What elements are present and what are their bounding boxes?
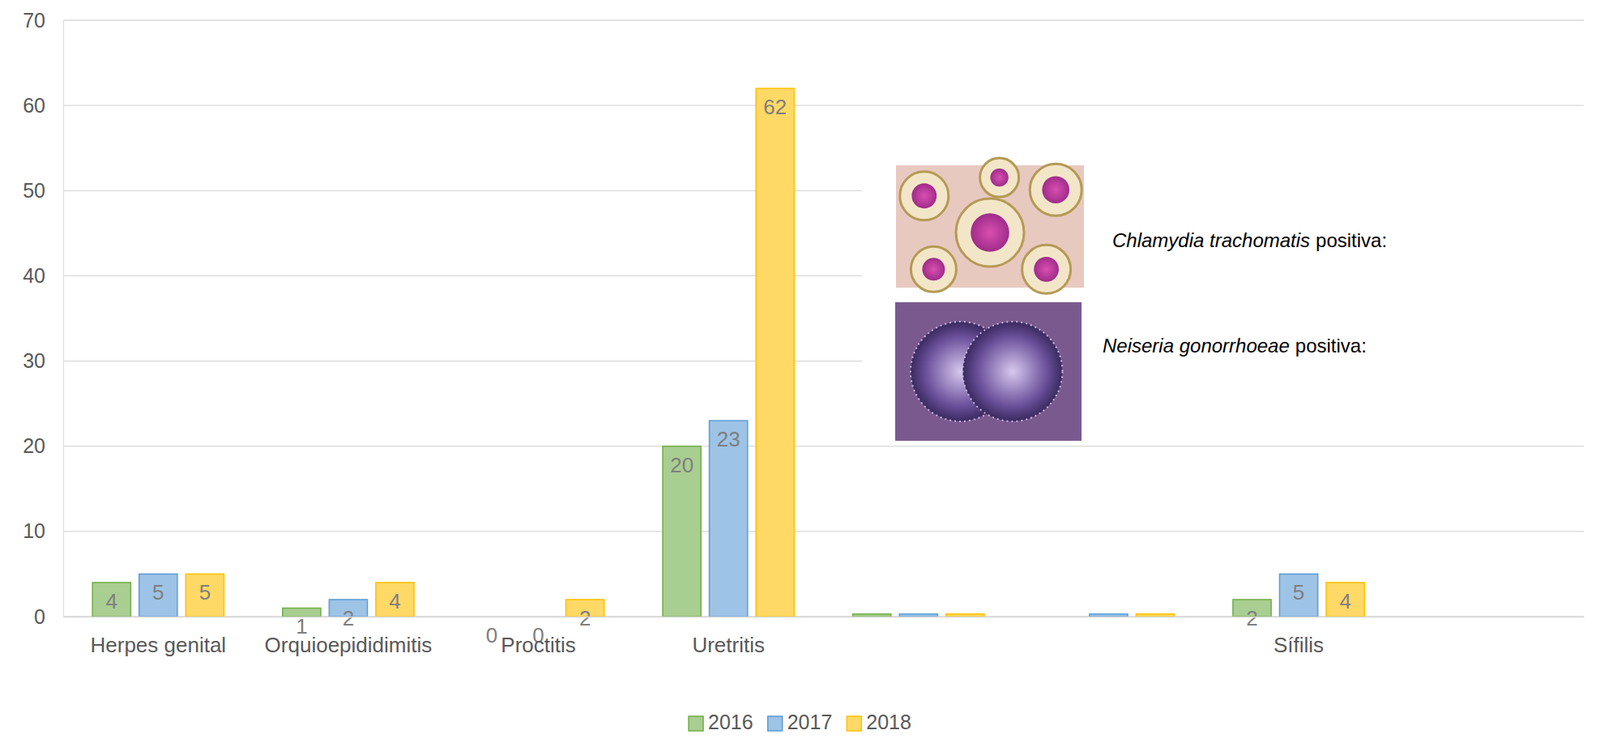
data-label: 5 [199, 580, 211, 605]
annotation-picture [896, 157, 1084, 294]
data-label: 62 [763, 94, 787, 120]
y-tick: 40 [22, 264, 64, 287]
y-axis: 0 10 20 30 40 50 60 70 [22, 8, 64, 628]
grid-line [63, 19, 1584, 21]
y-axis-line [63, 21, 64, 618]
grid-line [63, 104, 1584, 106]
data-label: 2 [342, 605, 355, 631]
grid-line [63, 530, 1584, 532]
x-tick: Sífilis [1273, 616, 1324, 658]
bar [375, 582, 414, 617]
picture-nucleus [1041, 175, 1070, 204]
legend-swatch [688, 716, 704, 731]
y-tick: 20 [22, 434, 64, 457]
y-tick-label: 40 [22, 264, 46, 287]
y-tick-label: 0 [34, 605, 46, 628]
bar [755, 88, 794, 617]
legend-label: 2018 [866, 710, 912, 734]
x-tick-label: Proctitis [500, 632, 576, 658]
plot: 010203040506070410202520235542624Herpes … [22, 8, 1584, 658]
y-tick-label: 10 [22, 519, 46, 542]
annotation-picture [895, 302, 1082, 441]
annotation: Chlamydia trachomatispositiva: [1112, 229, 1387, 252]
bar [1279, 573, 1318, 617]
annotation-species: Chlamydia trachomatis [1112, 229, 1310, 252]
picture-nucleus [921, 257, 945, 281]
x-tick: Uretritis [691, 616, 765, 658]
x-tick: Proctitis [500, 616, 576, 658]
bar [92, 582, 131, 617]
legend-label: 2016 [708, 710, 754, 734]
picture-ground [895, 302, 1082, 441]
data-label: 5 [152, 580, 164, 605]
picture-cell [1022, 244, 1071, 294]
picture-nucleus [911, 183, 937, 209]
data-label: 4 [1339, 588, 1351, 614]
annotation-species: Neiseria gonorrhoeae [1102, 334, 1290, 357]
legend-item: 2017 [768, 710, 833, 734]
bar [1326, 582, 1365, 617]
data-label: 2 [1245, 605, 1258, 631]
data-label: 2 [579, 605, 591, 631]
legend-swatch [846, 716, 862, 731]
y-tick: 30 [22, 349, 64, 372]
y-tick: 60 [22, 93, 64, 117]
picture-coccus [962, 321, 1063, 422]
grid [63, 20, 1584, 617]
y-tick-label: 20 [22, 434, 46, 457]
x-axis-line [64, 616, 1585, 618]
bar [899, 614, 938, 617]
picture-cell [955, 198, 1024, 267]
bar [946, 614, 985, 617]
y-tick: 70 [22, 8, 64, 32]
data-label: 4 [388, 588, 401, 614]
annotation-panel [861, 142, 1584, 441]
x-tick-label: Orquioepididimitis [264, 632, 433, 658]
y-tick: 50 [22, 179, 64, 202]
data-label: 20 [669, 452, 694, 478]
y-tick-label: 50 [22, 179, 46, 202]
annotation-text: positiva: [1295, 334, 1367, 357]
bar [662, 446, 701, 617]
x-tick: Orquioepididimitis [264, 616, 433, 658]
bar [853, 614, 892, 617]
x-tick-label: Uretritis [691, 632, 765, 658]
y-tick-label: 70 [22, 8, 46, 32]
y-tick-label: 30 [22, 349, 46, 372]
bars [92, 88, 1365, 617]
data-label: 4 [106, 588, 118, 614]
picture-cell [980, 157, 1020, 197]
bar [139, 573, 178, 617]
y-tick: 0 [34, 605, 64, 628]
data-label: 0 [486, 622, 498, 648]
grid-line [63, 445, 1584, 447]
legend-swatch [768, 716, 783, 731]
annotation-text: positiva: [1315, 229, 1387, 252]
x-tick: Herpes genital [89, 616, 227, 658]
x-tick-label: Sífilis [1273, 632, 1324, 658]
legend-item: 2016 [688, 710, 754, 734]
legend: 2016 2017 2018 [688, 710, 912, 734]
data-label: 23 [716, 426, 741, 452]
bar [709, 420, 748, 617]
data-labels: 410202520235542624 [106, 94, 1352, 648]
x-axis: Herpes genital Orquioepididimitis Proctiti… [64, 616, 1585, 658]
legend-label: 2017 [787, 710, 833, 734]
picture-cell [910, 246, 956, 292]
bar [185, 573, 224, 617]
picture-nucleus [989, 168, 1008, 187]
annotation: Neiseria gonorrhoeaepositiva: [1102, 334, 1367, 357]
y-tick-label: 60 [22, 93, 46, 117]
picture-nucleus [1033, 256, 1059, 282]
bar [1135, 614, 1174, 617]
picture-nucleus [970, 213, 1010, 252]
data-label: 5 [1292, 580, 1305, 605]
legend-item: 2018 [846, 710, 912, 734]
x-tick-label: Herpes genital [89, 632, 227, 658]
picture-cell [900, 171, 949, 221]
picture-cell [1029, 163, 1082, 216]
bar [1089, 614, 1128, 617]
y-tick: 10 [22, 519, 64, 542]
